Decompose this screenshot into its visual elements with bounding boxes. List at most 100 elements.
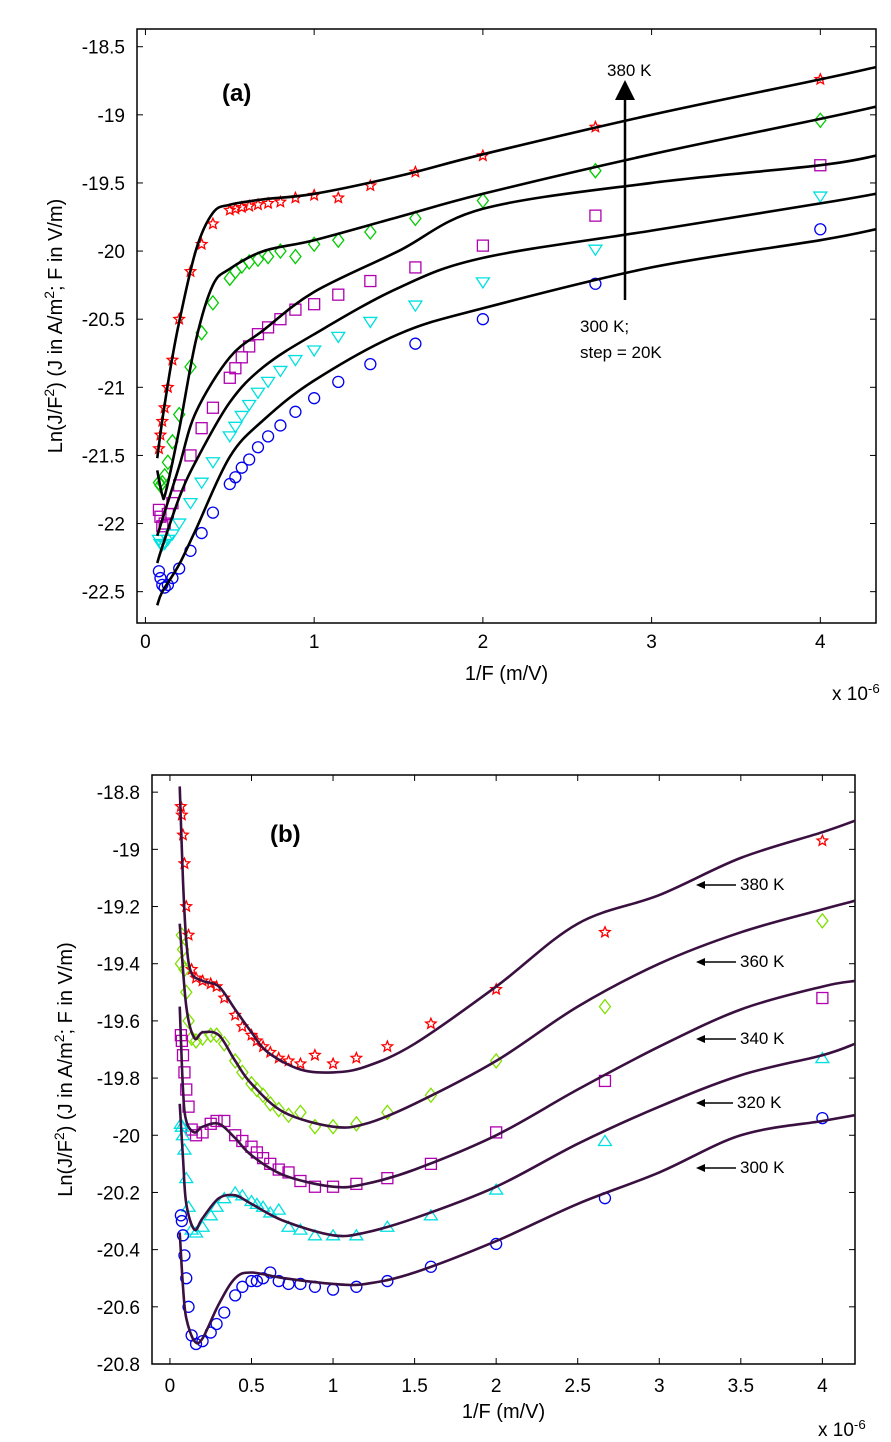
x-tick-label: 4 bbox=[815, 632, 826, 653]
data-point-diamond bbox=[263, 1095, 277, 1112]
data-point-triangle bbox=[241, 399, 257, 412]
data-point-square bbox=[229, 1129, 242, 1142]
data-point-star bbox=[217, 990, 232, 1004]
data-point-circle bbox=[272, 1274, 285, 1288]
data-point-circle bbox=[178, 1249, 191, 1262]
data-point-star bbox=[349, 1050, 364, 1064]
x-tick-label: 0.5 bbox=[238, 1376, 264, 1397]
data-point-triangle bbox=[205, 457, 221, 469]
data-point-diamond bbox=[174, 955, 188, 972]
data-point-square bbox=[206, 401, 220, 414]
data-point-square bbox=[235, 351, 248, 364]
data-point-triangle bbox=[260, 376, 276, 389]
data-point-star bbox=[815, 833, 830, 847]
x-axis-label: 1/F (m/V) bbox=[465, 663, 548, 685]
data-point-circle bbox=[245, 1274, 258, 1288]
data-point-triangle bbox=[222, 431, 238, 444]
x-tick-label: 3 bbox=[654, 1376, 665, 1397]
data-point-star bbox=[273, 194, 288, 208]
data-point-circle bbox=[174, 1209, 188, 1222]
series-triangle-up bbox=[173, 1051, 831, 1241]
data-point-star bbox=[281, 1053, 296, 1067]
fit-line bbox=[155, 105, 876, 501]
data-point-circle bbox=[166, 571, 179, 585]
annotation-380k: 380 K bbox=[607, 61, 652, 80]
data-point-star bbox=[598, 925, 612, 939]
data-point-triangle bbox=[475, 277, 491, 290]
data-point-square bbox=[308, 1180, 322, 1193]
data-point-circle bbox=[261, 430, 275, 443]
data-point-star bbox=[424, 1016, 438, 1030]
panel-label: (b) bbox=[270, 821, 301, 848]
series-circle bbox=[152, 223, 827, 594]
plot-area-frame bbox=[136, 28, 877, 624]
data-point-circle bbox=[196, 1334, 209, 1348]
data-point-circle bbox=[206, 506, 220, 519]
data-point-diamond bbox=[261, 248, 275, 265]
data-point-star bbox=[179, 899, 194, 913]
data-point-star bbox=[588, 119, 603, 133]
data-point-circle bbox=[409, 337, 422, 350]
data-point-circle bbox=[289, 405, 302, 418]
plot-area-frame bbox=[151, 774, 856, 1365]
data-point-circle bbox=[235, 461, 248, 474]
data-point-star bbox=[293, 1056, 308, 1070]
data-point-circle bbox=[175, 1214, 188, 1228]
data-point-square bbox=[308, 298, 321, 311]
series-diamond bbox=[152, 112, 827, 494]
data-point-diamond bbox=[161, 454, 175, 471]
annotation-300k: 300 K; bbox=[580, 317, 629, 336]
data-point-triangle bbox=[227, 421, 244, 434]
data-point-square bbox=[251, 328, 265, 341]
data-point-triangle bbox=[208, 1200, 225, 1212]
data-point-square bbox=[332, 288, 345, 301]
plot-content bbox=[173, 786, 855, 1351]
fit-line bbox=[178, 1042, 855, 1238]
data-point-circle bbox=[332, 375, 345, 389]
y-tick-label: -19.8 bbox=[97, 1069, 140, 1090]
data-point-circle bbox=[251, 441, 265, 454]
data-point-star bbox=[261, 196, 275, 210]
data-point-circle bbox=[294, 1277, 307, 1291]
data-point-star bbox=[244, 1028, 259, 1041]
data-point-circle bbox=[229, 1289, 242, 1302]
x-tick-label: 3.5 bbox=[728, 1376, 754, 1397]
y-tick-label: -19.5 bbox=[82, 174, 125, 195]
series-label: 360 K bbox=[740, 952, 785, 971]
data-point-square bbox=[364, 274, 377, 288]
data-point-triangle bbox=[587, 244, 604, 257]
data-point-diamond bbox=[223, 270, 237, 287]
data-point-star bbox=[206, 216, 220, 230]
data-point-square bbox=[184, 449, 197, 462]
x-tick-label: 2 bbox=[478, 632, 489, 653]
y-tick-label: -19.4 bbox=[97, 955, 141, 976]
data-point-triangle bbox=[234, 410, 250, 423]
y-tick-label: -18.8 bbox=[97, 783, 140, 804]
data-point-triangle bbox=[171, 518, 187, 531]
x-tick-label: 1 bbox=[328, 1376, 339, 1397]
y-axis-label: Ln(J/F2) (J in A/m2; F in V/m) bbox=[51, 942, 77, 1197]
data-point-diamond bbox=[206, 294, 220, 311]
data-point-circle bbox=[223, 477, 236, 491]
data-point-triangle bbox=[287, 354, 304, 367]
y-tick-label: -20 bbox=[98, 242, 125, 263]
data-point-star bbox=[251, 197, 265, 211]
data-point-triangle bbox=[814, 1051, 831, 1064]
data-point-triangle bbox=[188, 1225, 204, 1238]
data-point-triangle bbox=[597, 1134, 613, 1147]
y-tick-label: -22.5 bbox=[82, 583, 125, 604]
data-point-square bbox=[589, 209, 602, 222]
data-point-circle bbox=[816, 1111, 829, 1125]
data-point-triangle bbox=[193, 477, 210, 490]
data-point-square bbox=[223, 371, 236, 384]
data-point-diamond bbox=[598, 998, 612, 1015]
data-point-circle bbox=[326, 1283, 340, 1296]
y-tick-label: -18.5 bbox=[82, 38, 125, 59]
data-point-triangle bbox=[362, 316, 379, 329]
fit-line bbox=[178, 899, 855, 1129]
series-square bbox=[174, 991, 829, 1193]
data-point-circle bbox=[161, 578, 175, 592]
data-point-square bbox=[476, 239, 490, 252]
data-point-triangle bbox=[227, 1185, 243, 1198]
